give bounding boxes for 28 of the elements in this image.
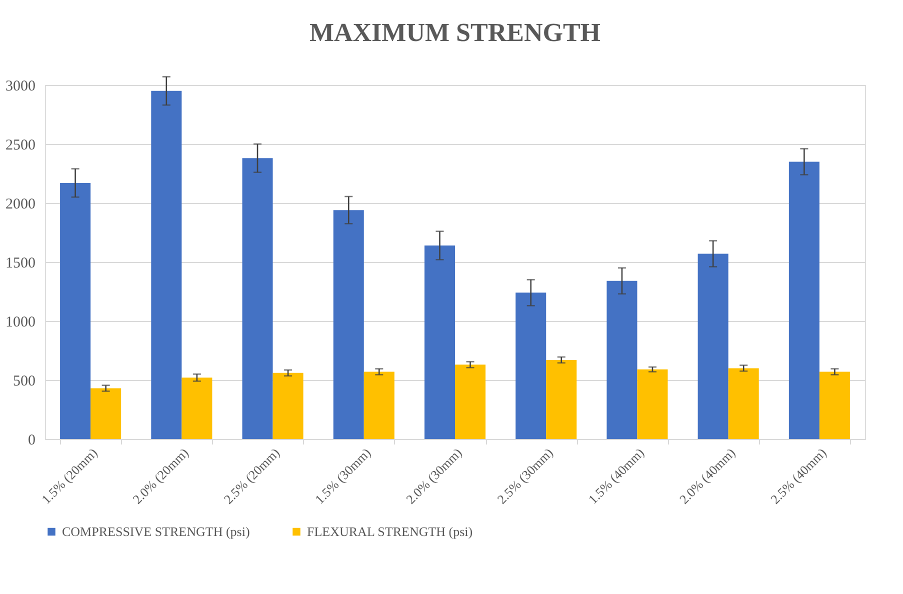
chart-title: MAXIMUM STRENGTH xyxy=(309,18,601,48)
bar xyxy=(637,369,668,439)
bar xyxy=(364,372,394,439)
bar xyxy=(819,372,850,439)
bar xyxy=(546,360,577,439)
bar xyxy=(788,162,820,439)
bar xyxy=(424,245,455,439)
bar xyxy=(333,210,364,439)
bar xyxy=(455,364,486,439)
bar xyxy=(90,388,122,439)
y-tick-label: 3000 xyxy=(6,78,36,94)
bar xyxy=(60,182,91,439)
bar xyxy=(728,368,759,439)
bar xyxy=(272,372,304,439)
bar xyxy=(151,90,182,439)
y-tick-label: 2000 xyxy=(6,196,36,212)
y-tick-label: 2500 xyxy=(6,138,36,154)
y-tick-label: 0 xyxy=(28,432,36,448)
bar xyxy=(242,158,273,439)
y-tick-label: 500 xyxy=(13,374,36,390)
legend-label: COMPRESSIVE STRENGTH (psi) xyxy=(62,524,250,539)
bar xyxy=(698,254,728,439)
bar xyxy=(182,378,212,439)
bar xyxy=(516,292,546,439)
legend-label: FLEXURAL STRENGTH (psi) xyxy=(307,524,473,539)
bar xyxy=(606,280,638,439)
y-tick-label: 1000 xyxy=(6,314,36,330)
y-tick-label: 1500 xyxy=(6,256,36,272)
